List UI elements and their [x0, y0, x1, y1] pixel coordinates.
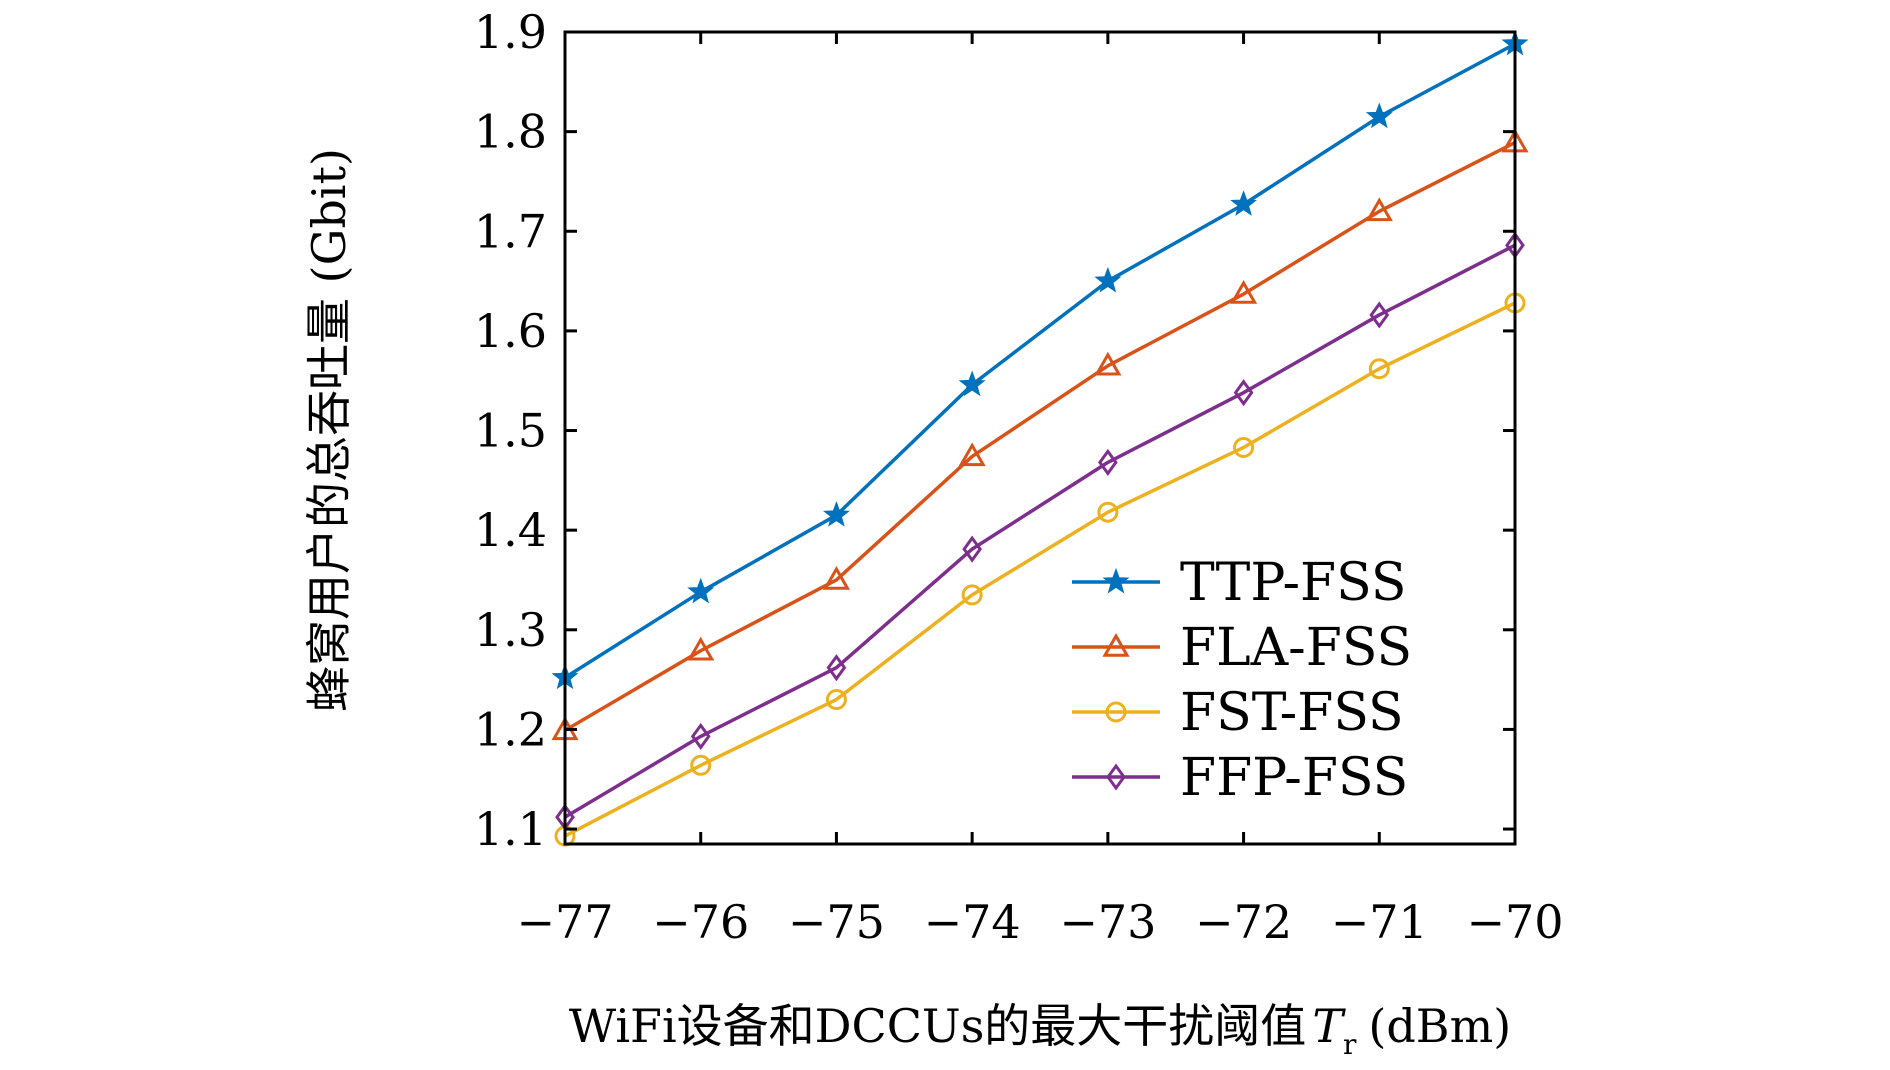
data-point-ffp-fss — [690, 722, 711, 750]
data-point-ffp-fss — [826, 654, 847, 682]
data-point-ttp-fss — [1365, 102, 1393, 129]
legend-marker — [1106, 763, 1126, 791]
data-point-fst-fss — [961, 584, 983, 606]
data-point-ttp-fss — [1230, 190, 1258, 216]
y-tick-label: 1.5 — [474, 404, 547, 458]
data-point-fla-fss — [687, 636, 715, 661]
y-tick-label: 1.1 — [474, 802, 547, 856]
data-point-fla-fss — [1365, 197, 1393, 222]
y-tick-labels: 1.1 1.2 1.3 1.4 1.5 1.6 1.7 1.8 1.9 — [474, 5, 547, 856]
x-tick-label: −76 — [652, 895, 749, 949]
legend-marker — [1105, 701, 1127, 723]
data-point-fla-fss — [822, 565, 851, 590]
x-axis-symbol: T — [1312, 999, 1346, 1053]
data-point-ttp-fss — [1094, 266, 1122, 293]
y-tick-label: 1.9 — [474, 5, 547, 59]
legend-label: TTP-FSS — [1180, 553, 1406, 613]
x-axis-title: WiFi设备和DCCUs的最大干扰阈值 Tr (dBm) — [569, 999, 1511, 1061]
x-axis-unit: (dBm) — [1368, 999, 1511, 1053]
data-point-fst-fss — [825, 689, 847, 711]
data-point-fst-fss — [1097, 501, 1119, 523]
data-point-fst-fss — [1368, 358, 1390, 380]
y-tick-label: 1.2 — [474, 702, 547, 756]
x-axis-subscript: r — [1343, 1028, 1357, 1061]
series-line-ttp-fss — [564, 42, 1516, 680]
legend-entry-fla-fss: FLA-FSS — [1072, 618, 1412, 678]
legend-entry-fst-fss: FST-FSS — [1072, 683, 1404, 743]
legend-label: FLA-FSS — [1180, 618, 1412, 678]
y-axis-title: 蜂窝用户的总吞吐量 (Gbit) — [302, 148, 356, 712]
data-point-fla-fss — [1229, 280, 1258, 304]
series-line-fla-fss — [564, 141, 1516, 732]
data-point-ffp-fss — [962, 535, 982, 563]
data-point-ffp-fss — [1369, 301, 1390, 329]
x-tick-labels: −77 −76 −75 −74 −73 −72 −71 −70 — [516, 895, 1563, 949]
data-point-ffp-fss — [1098, 448, 1118, 476]
y-tick-label: 1.7 — [474, 204, 547, 258]
x-tick-label: −72 — [1195, 895, 1292, 949]
data-point-ttp-fss — [822, 501, 850, 527]
legend-marker — [1102, 632, 1130, 657]
x-tick-label: −74 — [924, 895, 1021, 949]
data-point-ttp-fss — [687, 577, 715, 604]
data-point-fst-fss — [1233, 436, 1255, 458]
x-tick-label: −73 — [1059, 895, 1156, 949]
legend-label: FST-FSS — [1180, 683, 1404, 743]
data-point-fla-fss — [958, 442, 986, 467]
x-tick-label: −70 — [1466, 895, 1563, 949]
series-line-ffp-fss — [564, 243, 1516, 819]
y-tick-label: 1.6 — [474, 304, 547, 358]
data-point-fst-fss — [690, 754, 712, 776]
data-point-ttp-fss — [958, 370, 986, 397]
y-tick-label: 1.3 — [474, 603, 547, 657]
series-lines — [564, 42, 1516, 838]
legend-marker — [1102, 567, 1130, 594]
data-point-fla-fss — [1094, 351, 1122, 376]
x-tick-label: −71 — [1331, 895, 1428, 949]
legend-entry-ttp-fss: TTP-FSS — [1072, 553, 1406, 613]
legend-label: FFP-FSS — [1180, 748, 1408, 808]
y-tick-label: 1.4 — [474, 503, 547, 557]
x-axis-title-text: WiFi设备和DCCUs的最大干扰阈值 — [569, 999, 1306, 1053]
x-tick-label: −77 — [516, 895, 613, 949]
legend-entry-ffp-fss: FFP-FSS — [1072, 748, 1408, 808]
data-point-ffp-fss — [1233, 379, 1254, 407]
x-tick-label: −75 — [788, 895, 885, 949]
plot-frame — [563, 30, 1517, 846]
series-line-fst-fss — [564, 301, 1516, 838]
y-tick-label: 1.8 — [474, 105, 547, 159]
